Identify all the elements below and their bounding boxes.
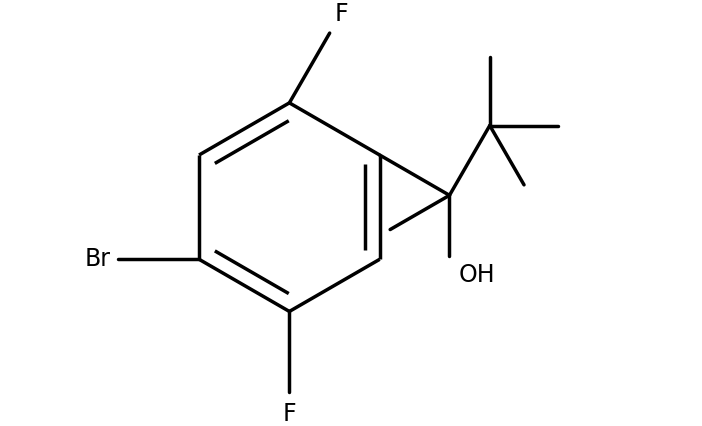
Text: F: F [334, 3, 348, 26]
Text: F: F [283, 402, 296, 426]
Text: Br: Br [85, 248, 111, 271]
Text: OH: OH [459, 263, 496, 287]
